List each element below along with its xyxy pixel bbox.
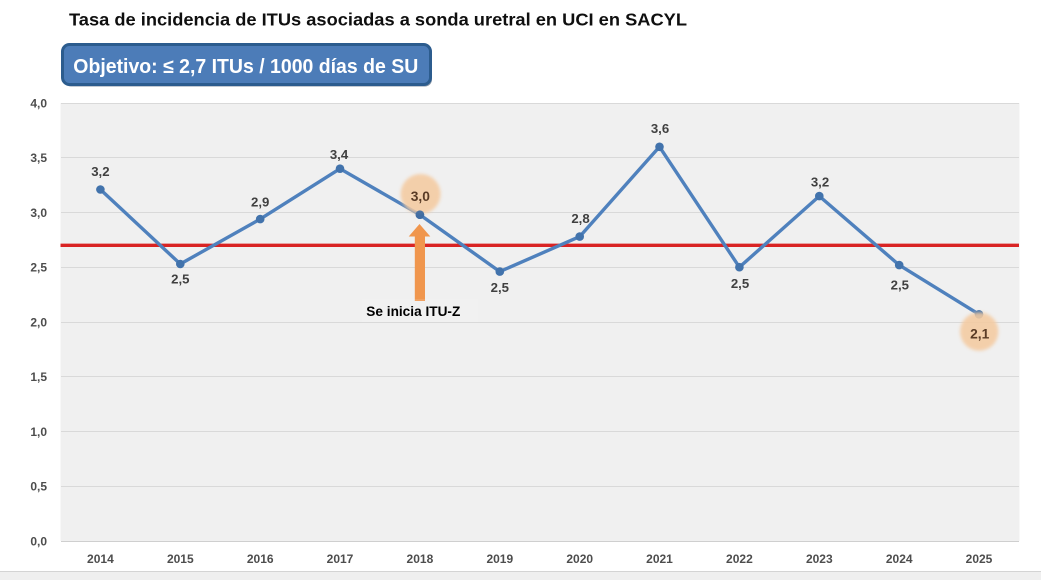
svg-text:3,0: 3,0 bbox=[30, 206, 47, 220]
svg-text:3,5: 3,5 bbox=[30, 151, 47, 165]
svg-text:2,5: 2,5 bbox=[731, 276, 749, 291]
svg-text:2023: 2023 bbox=[806, 552, 833, 566]
svg-text:2019: 2019 bbox=[486, 552, 513, 566]
svg-text:0,5: 0,5 bbox=[30, 480, 47, 494]
svg-text:0,0: 0,0 bbox=[30, 534, 47, 548]
svg-text:2016: 2016 bbox=[247, 552, 274, 566]
svg-text:2,9: 2,9 bbox=[251, 195, 269, 210]
svg-text:3,2: 3,2 bbox=[91, 164, 109, 179]
svg-text:3,4: 3,4 bbox=[330, 147, 349, 162]
svg-text:2,1: 2,1 bbox=[970, 326, 990, 341]
svg-text:2,8: 2,8 bbox=[571, 211, 589, 226]
svg-text:Objetivo: ≤ 2,7 ITUs / 1000 dí: Objetivo: ≤ 2,7 ITUs / 1000 días de SU bbox=[73, 56, 418, 78]
svg-text:2022: 2022 bbox=[726, 552, 753, 566]
svg-text:1,0: 1,0 bbox=[30, 425, 47, 439]
svg-text:3,0: 3,0 bbox=[411, 189, 431, 204]
svg-text:2015: 2015 bbox=[167, 552, 194, 566]
svg-text:Tasa de incidencia de ITUs aso: Tasa de incidencia de ITUs asociadas a s… bbox=[69, 10, 687, 30]
svg-text:Se inicia ITU-Z: Se inicia ITU-Z bbox=[366, 303, 460, 319]
svg-text:2,5: 2,5 bbox=[171, 272, 189, 287]
svg-text:2017: 2017 bbox=[327, 552, 354, 566]
svg-text:3,2: 3,2 bbox=[811, 175, 829, 190]
svg-text:2020: 2020 bbox=[566, 552, 593, 566]
svg-text:2024: 2024 bbox=[886, 552, 913, 566]
svg-text:3,6: 3,6 bbox=[651, 121, 669, 136]
svg-text:2,5: 2,5 bbox=[491, 280, 509, 295]
svg-text:2014: 2014 bbox=[87, 552, 114, 566]
svg-text:2025: 2025 bbox=[966, 552, 993, 566]
svg-text:2,5: 2,5 bbox=[30, 261, 47, 275]
svg-text:2,0: 2,0 bbox=[30, 315, 47, 329]
svg-text:2021: 2021 bbox=[646, 552, 673, 566]
svg-text:1,5: 1,5 bbox=[30, 370, 47, 384]
svg-text:4,0: 4,0 bbox=[30, 96, 47, 110]
svg-text:2018: 2018 bbox=[407, 552, 434, 566]
svg-text:2,5: 2,5 bbox=[891, 278, 909, 293]
